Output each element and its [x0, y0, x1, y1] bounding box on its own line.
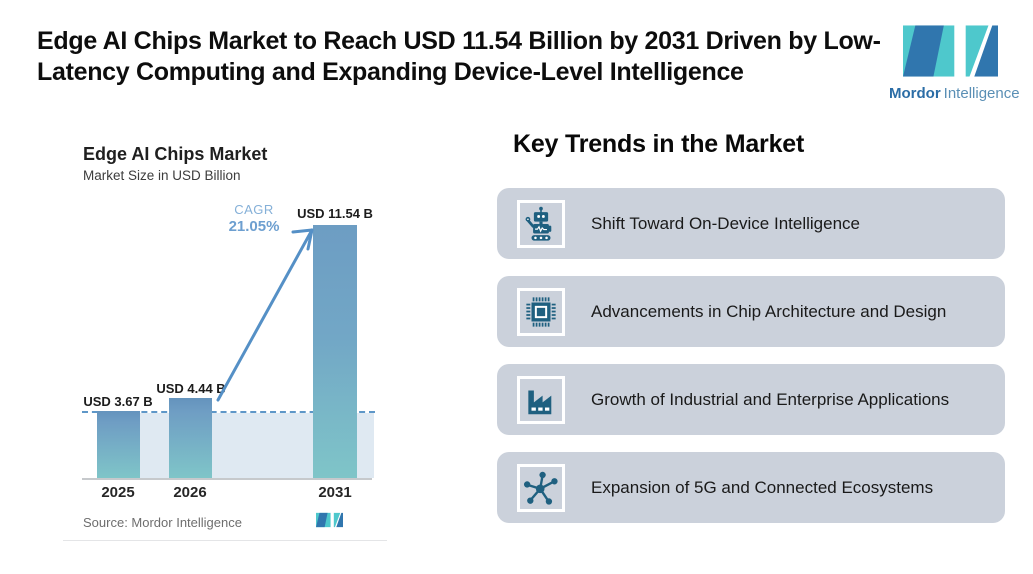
mordor-logo-icon — [903, 25, 998, 77]
mordor-intelligence-logo: Mordor Intelligence — [889, 25, 1020, 102]
chart-subtitle: Market Size in USD Billion — [83, 168, 241, 183]
bar-2025 — [97, 411, 140, 478]
cagr-label: CAGR — [234, 202, 274, 217]
chart-card-divider — [63, 540, 387, 541]
x-axis-line — [82, 478, 372, 480]
logo-word-mordor: Mordor — [889, 85, 941, 102]
icon-box — [517, 375, 565, 424]
trend-card-5g-ecosystems: Expansion of 5G and Connected Ecosystems — [497, 452, 1005, 523]
page-title: Edge AI Chips Market to Reach USD 11.54 … — [37, 27, 881, 86]
logo-word-intelligence: Intelligence — [943, 85, 1020, 102]
icon-box — [517, 463, 565, 512]
key-trends-section: Key Trends in the Market — [497, 130, 1005, 523]
market-size-chart: Edge AI Chips Market Market Size in USD … — [35, 120, 455, 550]
source-row: Source: Mordor Intelligence — [83, 512, 375, 532]
value-label-2025: USD 3.67 B — [83, 394, 153, 409]
cagr-annotation: CAGR 21.05% — [220, 202, 288, 235]
trend-card-chip-architecture: Advancements in Chip Architecture and De… — [497, 276, 1005, 347]
x-tick-2025: 2025 — [101, 484, 135, 501]
chip-icon — [526, 296, 556, 327]
bar-2026 — [169, 398, 212, 478]
icon-box — [517, 287, 565, 336]
factory-icon — [528, 390, 552, 414]
x-tick-2026: 2026 — [173, 484, 207, 501]
trend-label: Shift Toward On-Device Intelligence — [591, 214, 860, 233]
logo-wordmark: Mordor Intelligence — [889, 85, 1020, 102]
trend-label: Advancements in Chip Architecture and De… — [591, 302, 947, 321]
growth-arrow-icon — [216, 228, 314, 402]
robot-icon — [525, 206, 552, 241]
trend-label: Expansion of 5G and Connected Ecosystems — [591, 478, 934, 497]
bar-2031 — [313, 225, 357, 478]
source-text: Source: Mordor Intelligence — [83, 515, 242, 530]
value-label-2026: USD 4.44 B — [156, 381, 226, 396]
network-icon — [523, 471, 558, 505]
dashed-reference-line — [82, 411, 375, 413]
cagr-value: 21.05% — [228, 218, 280, 235]
bar-chart-plot: USD 3.67 B USD 4.44 B USD 11.54 B CAGR 2… — [82, 202, 375, 501]
icon-box — [517, 199, 565, 248]
chart-title: Edge AI Chips Market — [83, 144, 268, 164]
trends-heading: Key Trends in the Market — [513, 130, 805, 158]
trend-cards: Shift Toward On-Device Intelligence — [497, 188, 1005, 523]
value-label-2031: USD 11.54 B — [297, 206, 373, 221]
trend-label: Growth of Industrial and Enterprise Appl… — [591, 390, 950, 409]
trend-card-on-device: Shift Toward On-Device Intelligence — [497, 188, 1005, 259]
x-tick-2031: 2031 — [318, 484, 352, 501]
mordor-logo-small-icon — [316, 512, 343, 528]
trend-card-industrial-growth: Growth of Industrial and Enterprise Appl… — [497, 364, 1005, 435]
